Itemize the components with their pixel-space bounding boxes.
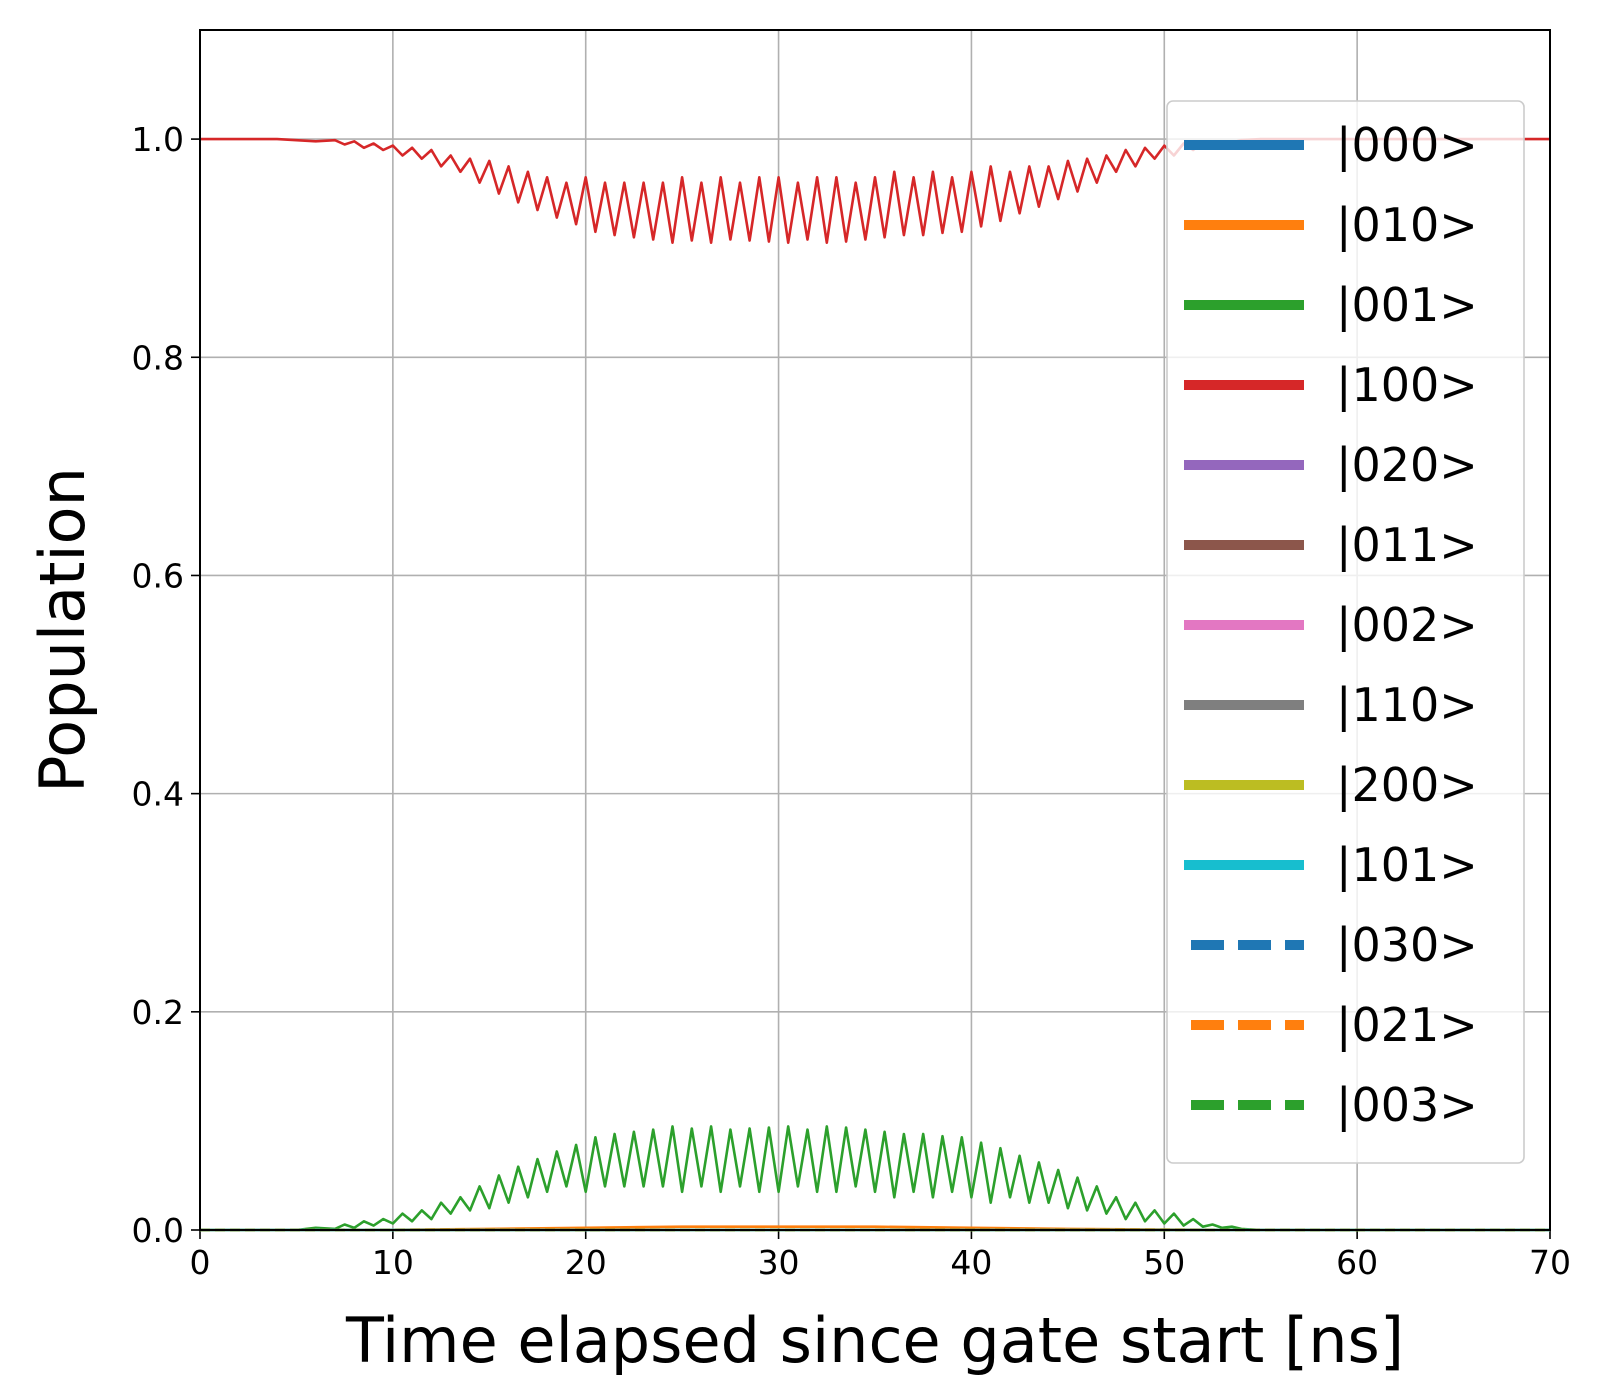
- axis-ticks: 0 10 20 30 40 50 60 70 0.0 0.2 0.4 0.6 0.8 1.0: [132, 120, 1571, 1282]
- x-tick-label: 20: [565, 1243, 607, 1282]
- x-tick-label: 30: [758, 1243, 800, 1282]
- x-tick-label: 70: [1529, 1243, 1571, 1282]
- legend-label: |020>: [1336, 438, 1478, 493]
- x-tick-label: 10: [372, 1243, 414, 1282]
- y-tick-label: 0.4: [132, 775, 184, 814]
- y-tick-label: 0.8: [132, 338, 184, 377]
- legend-label: |003>: [1336, 1078, 1478, 1133]
- x-axis-label: Time elapsed since gate start [ns]: [345, 1304, 1404, 1377]
- x-tick-label: 60: [1336, 1243, 1378, 1282]
- legend-label: |021>: [1336, 998, 1478, 1053]
- legend-label: |000>: [1336, 118, 1478, 173]
- legend-label: |110>: [1336, 678, 1478, 733]
- y-tick-label: 1.0: [132, 120, 184, 159]
- legend: |000> |010> |001> |100> |020> |011> |002> |110>…: [1166, 100, 1525, 1164]
- legend-box: [1166, 100, 1525, 1164]
- legend-label: |010>: [1336, 198, 1478, 253]
- legend-label: |030>: [1336, 918, 1478, 973]
- legend-label: |011>: [1336, 518, 1478, 573]
- y-tick-label: 0.6: [132, 556, 184, 595]
- legend-label: |200>: [1336, 758, 1478, 813]
- y-tick-label: 0.2: [132, 993, 184, 1032]
- plot-frame: [199, 29, 1551, 1231]
- series-line-3: [200, 137, 1550, 244]
- x-tick-label: 50: [1143, 1243, 1185, 1282]
- legend-label: |101>: [1336, 838, 1478, 893]
- legend-label: |100>: [1336, 358, 1478, 413]
- x-tick-label: 0: [190, 1243, 211, 1282]
- series-line-2: [200, 1125, 1550, 1232]
- legend-label: |001>: [1336, 278, 1478, 333]
- legend-label: |002>: [1336, 598, 1478, 653]
- y-axis-label: Population: [26, 467, 99, 793]
- x-tick-label: 40: [950, 1243, 992, 1282]
- y-tick-label: 0.0: [132, 1211, 184, 1250]
